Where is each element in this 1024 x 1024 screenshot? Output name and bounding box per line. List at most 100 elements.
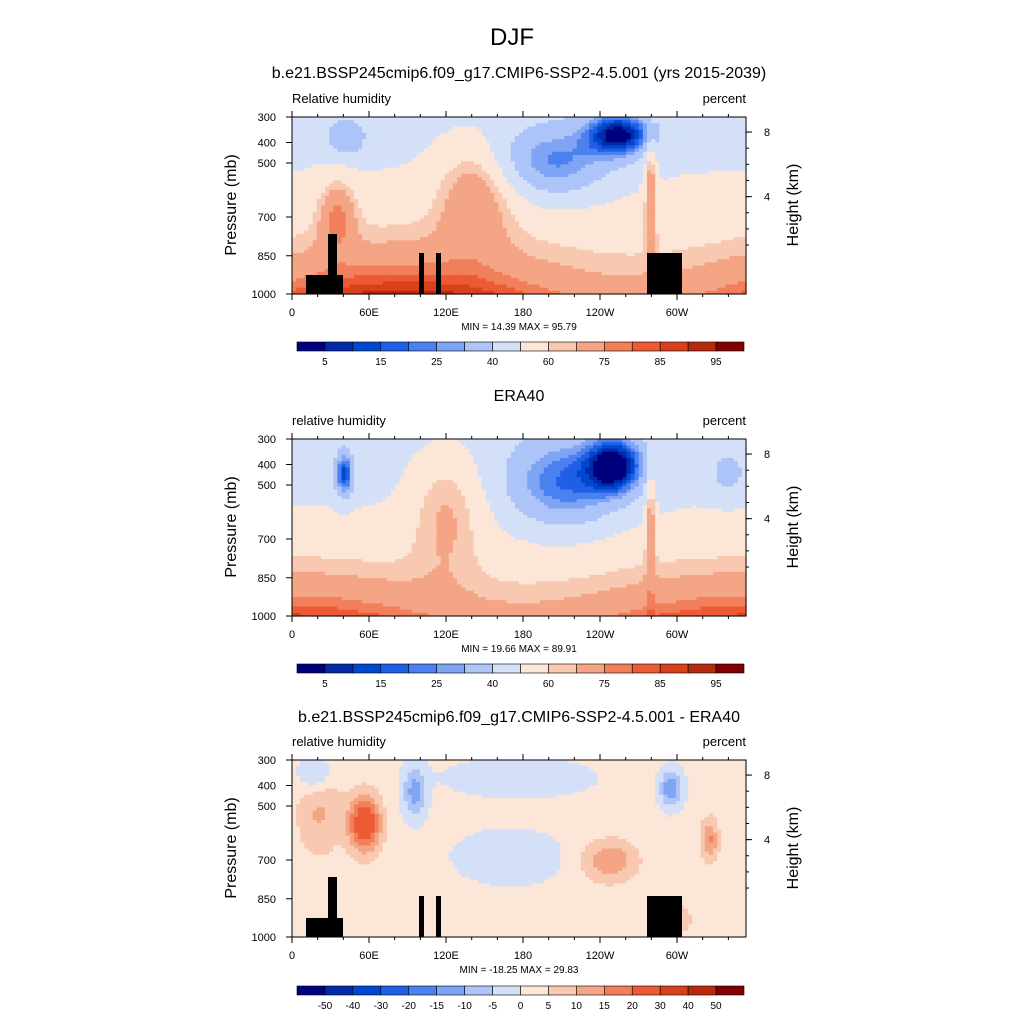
contour-cell [618,199,623,203]
contour-cell [320,142,326,147]
contour-cell [304,208,310,213]
contour-cell [560,221,565,226]
contour-cell [712,214,718,219]
contour-cell [415,192,421,197]
contour-cell [741,151,747,156]
contour-cell [580,161,586,166]
contour-cell [452,221,458,226]
contour-cell [382,243,388,248]
contour-cell [556,227,561,232]
contour-cell [395,256,400,260]
contour-cell [613,246,619,251]
contour-cell [494,142,499,147]
contour-cell [663,135,669,140]
contour-cell [667,246,673,251]
contour-cell [651,164,656,169]
contour-cell [523,186,528,191]
contour-cell [618,230,623,235]
contour-cell [510,205,516,210]
contour-cell [519,117,524,121]
contour-cell [622,214,627,219]
contour-cell [597,227,603,232]
contour-cell [547,117,553,121]
contour-cell [572,170,578,175]
contour-cell [469,189,475,194]
contour-cell [353,230,359,235]
contour-cell [618,180,623,184]
contour-cell [630,240,636,245]
contour-cell [316,208,322,213]
contour-cell [514,177,520,181]
contour-cell [568,129,574,134]
contour-cell [452,161,458,166]
contour-cell [717,117,722,121]
contour-cell [733,192,739,197]
contour-cell [341,148,347,153]
contour-cell [308,240,314,245]
contour-cell [411,243,417,248]
contour-cell [329,214,334,219]
contour-cell [391,180,396,184]
contour-cell [527,173,532,178]
contour-cell [485,221,491,226]
contour-cell [741,205,747,210]
contour-cell [333,202,338,207]
contour-cell [605,123,611,128]
contour-cell [663,145,669,150]
contour-cell [543,240,549,245]
contour-cell [630,170,636,175]
contour-cell [539,237,545,241]
contour-cell [531,129,537,134]
contour-cell [477,246,483,251]
contour-cell [391,129,396,134]
contour-cell [444,142,450,147]
contour-cell [576,196,582,200]
contour-cell [708,145,714,150]
contour-cell [580,142,586,147]
contour-cell [374,233,380,238]
contour-cell [576,158,582,162]
contour-cell [320,173,326,178]
contour-cell [325,202,330,207]
contour-cell [473,180,479,184]
contour-cell [560,129,565,134]
contour-cell [535,154,541,159]
contour-cell [345,183,351,188]
contour-cell [399,123,405,128]
contour-cell [531,170,537,175]
contour-cell [618,211,623,216]
contour-cell [424,227,429,232]
contour-cell [613,243,619,248]
contour-cell [424,218,429,222]
contour-cell [391,202,396,207]
contour-cell [436,180,442,184]
contour-cell [399,256,405,260]
contour-cell [304,135,310,140]
contour-cell [407,167,413,172]
contour-cell [333,199,338,203]
contour-cell [473,189,479,194]
contour-cell [572,132,578,137]
contour-cell [358,173,363,178]
contour-cell [428,139,433,143]
contour-cell [634,186,640,191]
contour-cell [320,240,326,245]
contour-cell [386,154,392,159]
contour-cell [642,237,648,241]
contour-cell [300,227,305,232]
contour-cell [374,161,380,166]
contour-cell [634,183,640,188]
contour-cell [663,227,669,232]
contour-cell [531,256,537,260]
contour-cell [585,221,590,226]
contour-cell [415,240,421,245]
contour-cell [733,154,739,159]
contour-cell [593,202,599,207]
contour-cell [345,145,351,150]
contour-cell [395,227,400,232]
contour-cell [345,192,351,197]
contour-cell [543,142,549,147]
contour-cell [312,145,318,150]
contour-cell [448,237,454,241]
contour-cell [712,233,718,238]
